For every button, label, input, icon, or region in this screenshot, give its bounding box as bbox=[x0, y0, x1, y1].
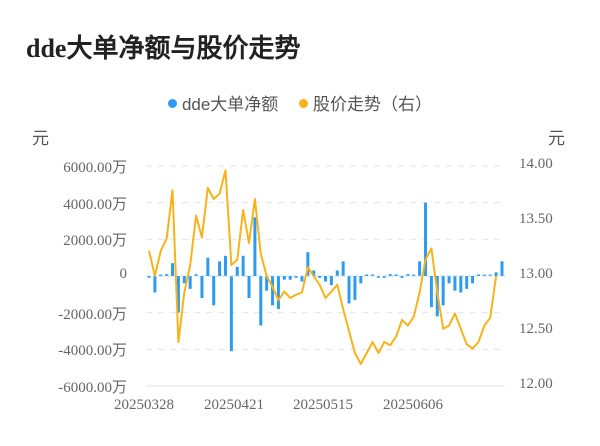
left-tick: -2000.00万 bbox=[58, 307, 127, 323]
legend-dot-orange-icon bbox=[299, 99, 309, 109]
legend-dot-blue-icon bbox=[167, 99, 177, 109]
left-tick: 2000.00万 bbox=[63, 233, 127, 249]
left-tick: 0 bbox=[119, 266, 128, 282]
legend-label-price: 股价走势（右） bbox=[313, 95, 433, 114]
left-tick: -6000.00万 bbox=[58, 380, 127, 396]
right-tick: 13.00 bbox=[519, 266, 553, 282]
gridlines bbox=[146, 165, 505, 387]
right-tick: 13.50 bbox=[519, 211, 553, 227]
x-tick: 20250421 bbox=[204, 397, 264, 413]
right-tick: 14.00 bbox=[519, 156, 553, 172]
legend-label-dde: dde大单净额 bbox=[181, 95, 279, 114]
chart-legend: dde大单净额 股价走势（右） bbox=[0, 90, 600, 115]
x-tick: 20250606 bbox=[383, 397, 443, 413]
right-tick: 12.00 bbox=[519, 376, 553, 392]
right-tick: 12.50 bbox=[519, 321, 553, 337]
dde-bars bbox=[147, 202, 504, 352]
x-tick: 20250515 bbox=[293, 397, 353, 413]
right-axis-unit: 元 bbox=[548, 129, 565, 148]
legend-item-price[interactable]: 股价走势（右） bbox=[299, 90, 432, 115]
left-axis-unit: 元 bbox=[32, 129, 49, 148]
legend-item-dde[interactable]: dde大单净额 bbox=[167, 90, 279, 115]
chart-title: dde大单净额与股价走势 bbox=[26, 34, 301, 63]
price-line bbox=[148, 169, 498, 365]
left-tick: -4000.00万 bbox=[58, 343, 127, 359]
left-tick: 4000.00万 bbox=[63, 197, 127, 213]
x-tick: 20250328 bbox=[114, 397, 174, 413]
left-tick: 6000.00万 bbox=[63, 160, 127, 176]
